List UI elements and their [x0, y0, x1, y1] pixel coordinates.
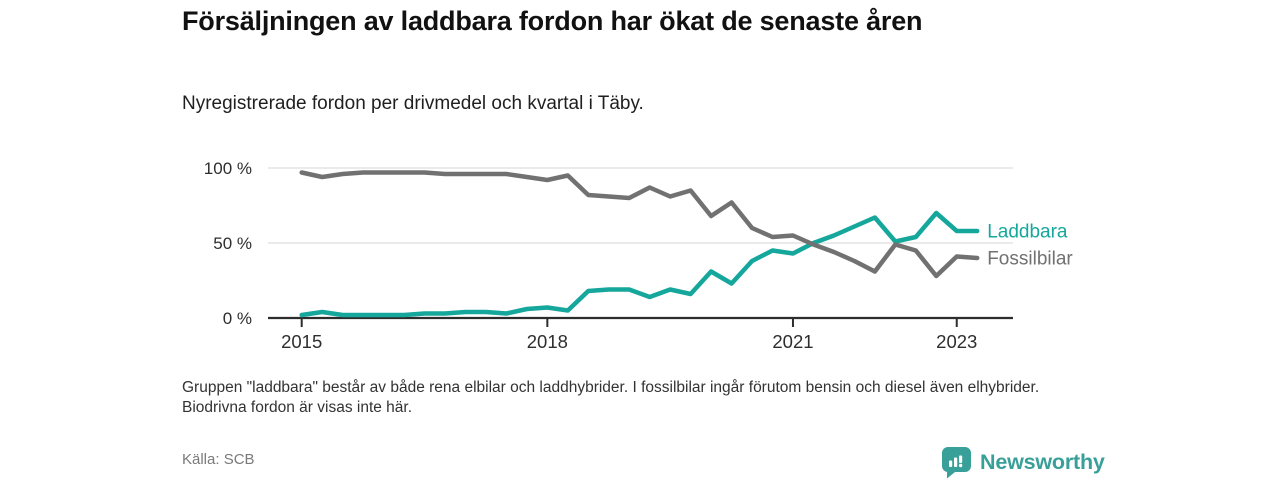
y-tick-label-50: 50 %	[213, 234, 252, 253]
gridlines	[268, 167, 1013, 244]
footnote: Gruppen "laddbara" består av både rena e…	[182, 379, 1040, 417]
series-line-laddbara	[299, 210, 980, 318]
y-tick-label-0: 0 %	[223, 309, 252, 328]
series-line-fossilbilar	[299, 170, 980, 279]
legend: Laddbara Fossilbilar	[987, 222, 1073, 270]
series-lines	[299, 170, 980, 318]
x-axis	[268, 316, 1013, 327]
brand-wordmark: Newsworthy	[980, 450, 1105, 474]
chart-title: Försäljningen av laddbara fordon har öka…	[182, 6, 923, 36]
brand-logo: Newsworthy	[941, 446, 1105, 479]
legend-label-laddbara: Laddbara	[987, 222, 1068, 243]
newsworthy-bubble-chart-icon	[942, 447, 971, 479]
chart-subtitle: Nyregistrerade fordon per drivmedel och …	[182, 93, 644, 114]
source-caption: Källa: SCB	[182, 451, 255, 468]
tick-labels: 0 % 50 % 100 % 2015 2018 2021 2023	[204, 159, 978, 352]
x-tick-label-2015: 2015	[281, 331, 322, 352]
legend-label-fossilbilar: Fossilbilar	[987, 249, 1073, 270]
x-tick-label-2018: 2018	[527, 331, 568, 352]
x-tick-label-2021: 2021	[772, 331, 813, 352]
x-tick-label-2023: 2023	[936, 331, 977, 352]
y-tick-label-100: 100 %	[204, 159, 252, 178]
